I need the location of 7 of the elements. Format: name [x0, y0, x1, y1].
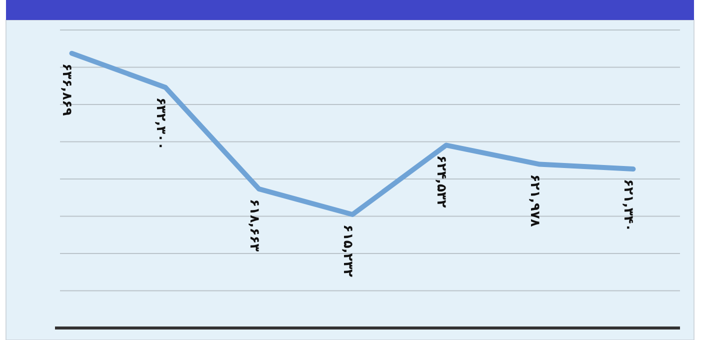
data-label: ۶۲۱,۳۴۰ — [620, 179, 636, 232]
data-label: ۶۲۱,۹۷۸ — [527, 174, 542, 227]
data-label: ۶۱۸,۶۶۳ — [246, 198, 262, 252]
data-label: ۶۳۶,۸۶۹ — [59, 63, 74, 116]
data-label: ۶۳۲,۳۰۰ — [152, 97, 168, 150]
data-label: ۶۲۴,۵۳۲ — [434, 155, 449, 208]
data-label: ۶۱۵,۲۳۲ — [340, 224, 355, 278]
